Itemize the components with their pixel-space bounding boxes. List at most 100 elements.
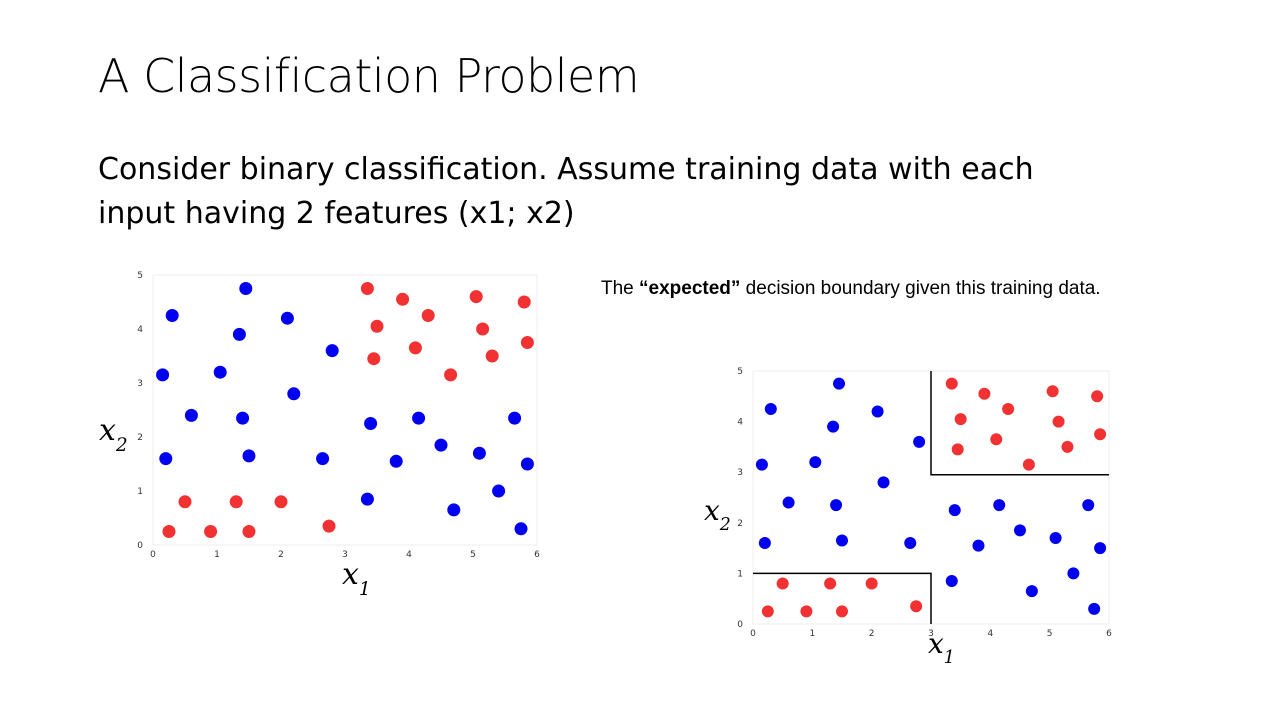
red-class-point — [910, 600, 923, 613]
red-class-point — [978, 387, 991, 400]
blue-class-point — [280, 311, 294, 325]
slide-title: A Classification Problem — [98, 49, 640, 103]
red-class-point — [485, 349, 499, 363]
red-class-point — [396, 292, 410, 306]
blue-class-point — [508, 411, 522, 425]
decision-boundary-line — [753, 572, 932, 624]
blue-class-point — [972, 539, 985, 552]
blue-class-point — [1025, 585, 1038, 598]
blue-class-point — [287, 387, 301, 401]
y-tick-label: 1 — [737, 569, 743, 579]
x-tick-label: 2 — [278, 550, 284, 560]
x-tick-label: 0 — [150, 550, 156, 560]
y-tick-label: 1 — [137, 487, 143, 497]
red-class-point — [1052, 415, 1065, 428]
x-tick-label: 2 — [869, 629, 875, 639]
red-class-point — [776, 577, 789, 590]
caption-prefix: The — [601, 278, 640, 299]
x-tick-label: 1 — [809, 629, 815, 639]
x-tick-label: 3 — [928, 629, 934, 639]
blue-class-point — [809, 456, 822, 469]
y-tick-label: 2 — [737, 519, 743, 529]
y-tick-label: 4 — [737, 418, 743, 428]
blue-class-point — [232, 327, 246, 341]
blue-class-point — [239, 282, 253, 295]
blue-class-point — [1094, 542, 1107, 555]
blue-class-point — [389, 454, 403, 468]
blue-class-point — [945, 574, 958, 587]
blue-class-point — [447, 503, 461, 517]
red-class-point — [951, 443, 964, 456]
blue-class-point — [360, 492, 374, 506]
training-data-scatter: 0 1 2 3 4 5 6 0 1 2 3 4 5 x1 x2 — [99, 271, 540, 600]
red-class-point — [444, 368, 458, 382]
red-class-point — [1046, 385, 1059, 398]
x-axis-label: x1 — [342, 557, 371, 600]
red-class-point — [824, 577, 837, 590]
red-class-point — [370, 319, 384, 333]
red-class-point — [954, 413, 967, 426]
red-class-point — [836, 605, 848, 618]
blue-class-point — [827, 420, 840, 433]
x-tick-label: 3 — [342, 550, 348, 560]
red-class-point — [517, 295, 531, 309]
caption-emphasis: “expected” — [639, 278, 741, 299]
blue-class-point — [1049, 531, 1062, 544]
y-tick-label: 0 — [737, 620, 743, 630]
red-class-point — [1094, 428, 1107, 441]
red-class-point — [229, 495, 243, 509]
blue-class-point — [316, 452, 330, 466]
x-tick-label: 0 — [750, 629, 756, 639]
blue-class-point — [948, 504, 961, 517]
y-tick-label: 5 — [737, 367, 743, 377]
blue-class-point — [492, 484, 506, 498]
x-tick-label: 4 — [406, 550, 412, 560]
blue-class-point — [472, 446, 486, 460]
blue-class-point — [833, 377, 846, 390]
blue-class-point — [1014, 524, 1026, 537]
blue-class-point — [242, 449, 256, 463]
red-class-point — [421, 309, 435, 322]
decision-boundary-scatter: 0 1 2 3 4 5 6 0 1 2 3 4 5 x1 x2 — [704, 367, 1112, 668]
blue-class-point — [325, 344, 339, 358]
red-class-point — [520, 336, 534, 349]
x-tick-label: 5 — [1047, 629, 1053, 639]
red-class-point — [761, 605, 774, 618]
red-class-point — [178, 495, 192, 509]
blue-class-point — [236, 411, 250, 425]
blue-class-point — [758, 537, 771, 550]
red-class-point — [1091, 390, 1104, 403]
red-class-point — [360, 282, 374, 295]
red-class-point — [865, 577, 878, 590]
y-tick-label: 3 — [737, 468, 743, 478]
blue-class-point — [213, 365, 227, 379]
blue-class-point — [871, 405, 884, 418]
y-tick-label: 5 — [137, 271, 143, 281]
blue-class-point — [159, 452, 173, 466]
blue-class-point — [830, 499, 843, 512]
red-class-point — [800, 605, 813, 618]
x-tick-label: 4 — [987, 629, 993, 639]
x-tick-label: 6 — [1106, 629, 1112, 639]
y-axis-label: x2 — [99, 413, 128, 456]
red-class-point — [1061, 440, 1074, 453]
blue-class-point — [904, 537, 917, 550]
blue-class-point — [434, 438, 448, 452]
red-class-point — [274, 495, 288, 509]
red-class-point — [469, 290, 483, 304]
blue-class-point — [1082, 499, 1095, 512]
blue-class-point — [1088, 602, 1101, 615]
red-class-point — [242, 525, 256, 538]
red-class-point — [322, 519, 336, 533]
blue-class-point — [364, 417, 378, 430]
blue-class-point — [165, 309, 179, 322]
blue-class-point — [1067, 567, 1080, 580]
blue-class-point — [520, 457, 534, 471]
x-tick-label: 1 — [214, 550, 220, 560]
slide-body-text: Consider binary classification. Assume t… — [98, 152, 1034, 231]
blue-class-point — [184, 408, 198, 422]
red-class-point — [408, 341, 422, 355]
decision-boundary-line — [930, 371, 1109, 476]
x-tick-label: 5 — [470, 550, 476, 560]
red-class-point — [945, 377, 958, 390]
